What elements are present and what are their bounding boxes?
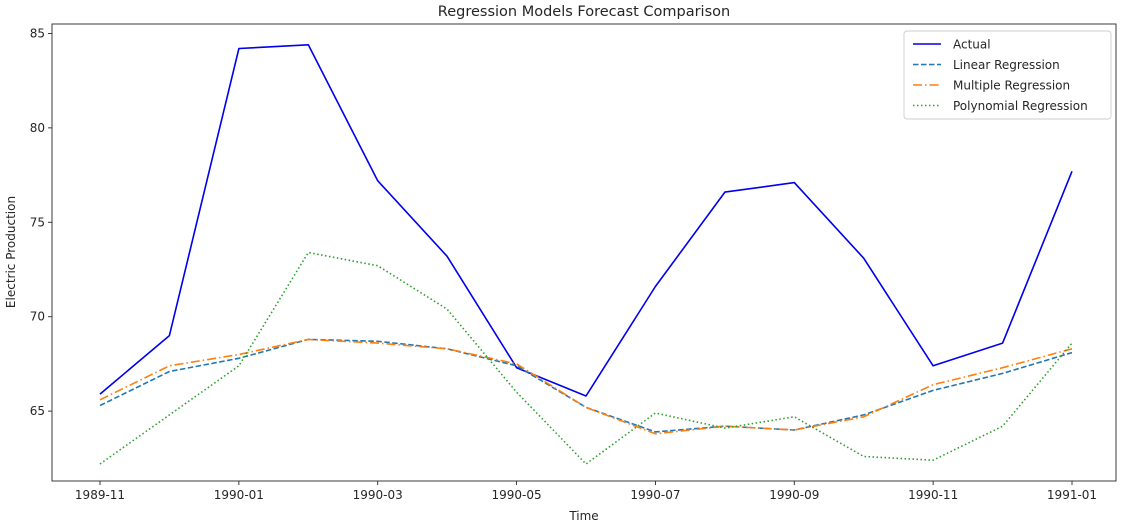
legend-label: Actual — [953, 38, 991, 52]
x-tick-label: 1990-01 — [214, 488, 264, 502]
x-tick-label: 1990-07 — [630, 488, 680, 502]
x-tick-label: 1989-11 — [75, 488, 125, 502]
x-tick-label: 1990-05 — [492, 488, 542, 502]
y-tick-label: 75 — [30, 215, 45, 229]
x-axis-title: Time — [568, 509, 598, 523]
legend-box — [903, 30, 1112, 120]
series-line-actual — [99, 43, 1073, 397]
x-tick-label: 1990-11 — [908, 488, 958, 502]
legend-label: Multiple Regression — [953, 79, 1070, 93]
x-tick-label: 1990-09 — [769, 488, 819, 502]
series-line-polynomial-regression — [99, 251, 1073, 465]
y-tick-label: 80 — [30, 121, 45, 135]
y-tick-label: 70 — [30, 310, 45, 324]
y-axis-title: Electric Production — [4, 196, 18, 308]
x-tick-label: 1991-01 — [1047, 488, 1097, 502]
legend: Actual Linear Regression Multiple Regressi… — [903, 30, 1112, 120]
y-tick-label: 85 — [30, 26, 45, 40]
legend-label: Linear Regression — [953, 58, 1060, 72]
x-axis: 1989-11 1990-01 1990-03 1990-05 1990-07 1990-… — [75, 481, 1097, 502]
series-line-linear-regression — [99, 338, 1073, 433]
series-layer — [99, 43, 1073, 465]
y-tick-label: 65 — [30, 404, 45, 418]
y-axis: 65 70 75 80 85 — [30, 26, 52, 418]
legend-label: Polynomial Regression — [953, 99, 1088, 113]
plot-frame — [51, 23, 1117, 482]
x-tick-label: 1990-03 — [353, 488, 403, 502]
series-line-multiple-regression — [99, 338, 1073, 435]
chart-title: Regression Models Forecast Comparison — [438, 4, 730, 20]
